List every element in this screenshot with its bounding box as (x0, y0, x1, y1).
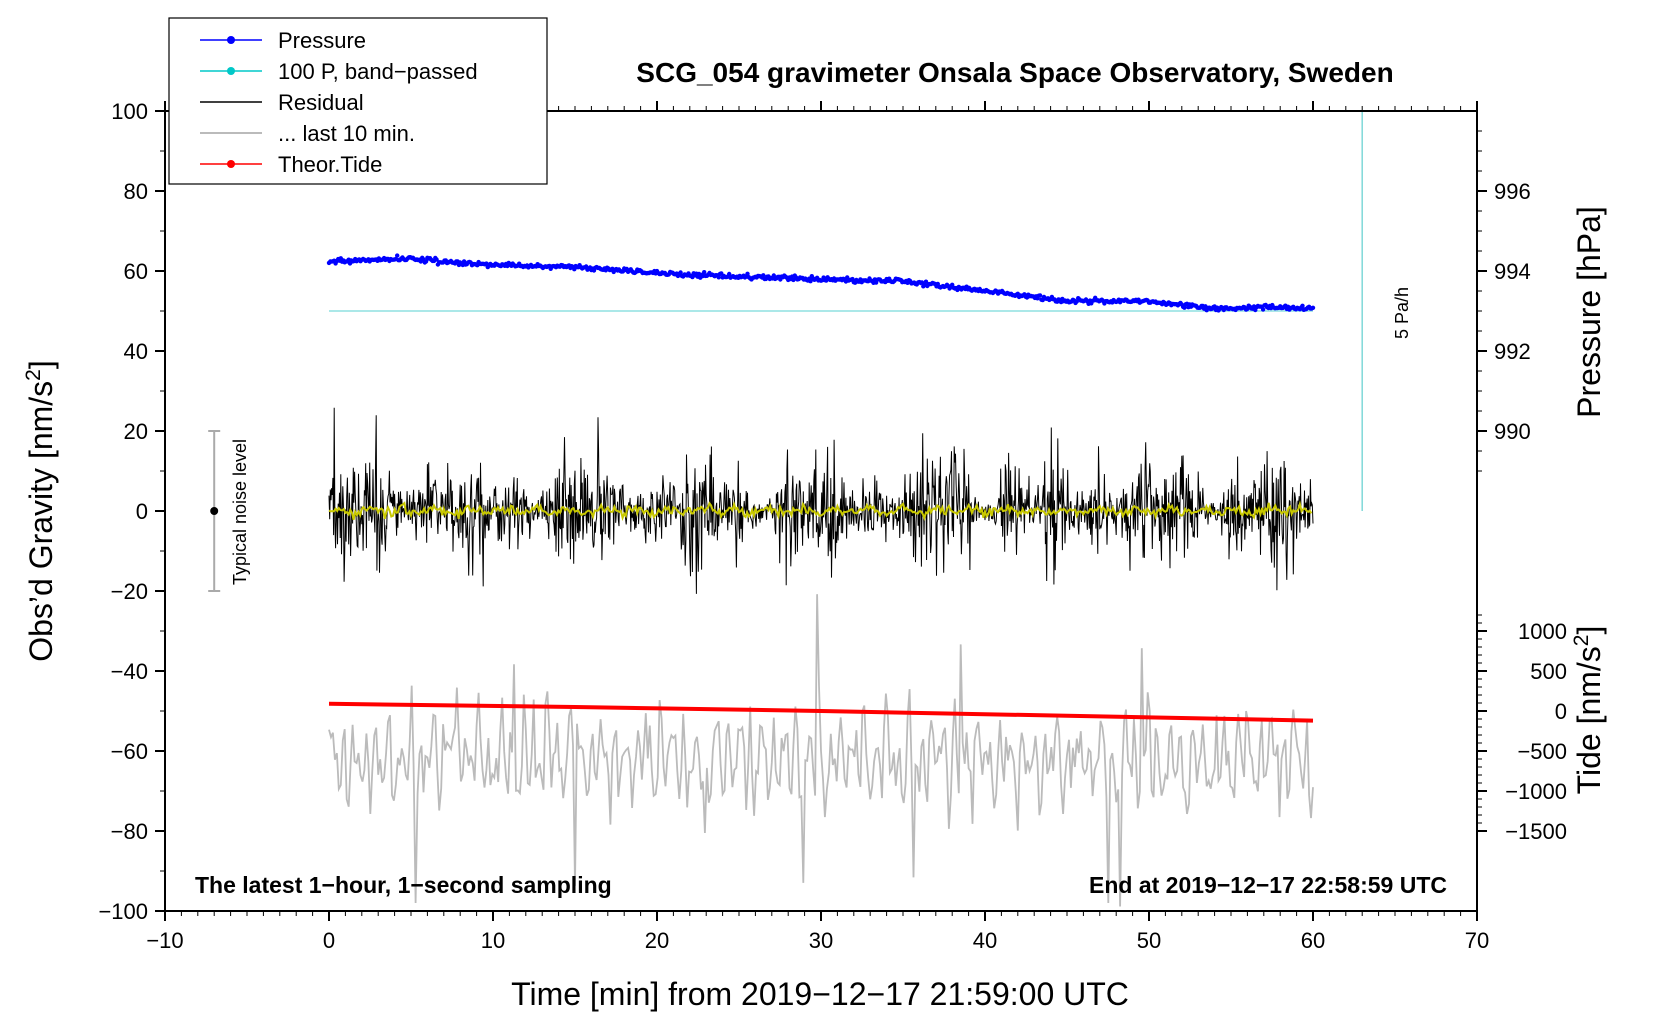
pressure-point (716, 275, 721, 280)
pressure-point (1310, 305, 1316, 310)
y-axis-title-left-main: Obs’d Gravity [nm/s (23, 381, 59, 662)
y-axis-title-left: Obs’d Gravity [nm/s2] (22, 360, 59, 662)
y-axis-title-tide-sup: 2 (1570, 635, 1593, 647)
legend-swatch-dot (227, 36, 235, 44)
tide-tick-label: −1000 (1505, 779, 1567, 804)
pressure-point (1037, 293, 1043, 298)
legend-swatch-dot (227, 67, 235, 75)
series-last-10-min-line (328, 594, 1314, 907)
y-tick-label: −100 (98, 899, 148, 924)
series-residual-line (328, 407, 1314, 594)
pressure-point (434, 257, 439, 262)
series-theor-tide-line (328, 701, 1314, 723)
series-residual-smoothed-line (328, 500, 1313, 522)
pressure-point (423, 259, 429, 264)
tide-tick-label: 0 (1555, 699, 1567, 724)
noise-bar-center-dot (210, 507, 219, 515)
x-axis-title: Time [min] from 2019−12−17 21:59:00 UTC (511, 976, 1129, 1012)
tide-tick-label: −500 (1517, 739, 1567, 764)
legend-label: Pressure (278, 28, 366, 53)
rate-scale-label: 5 Pa/h (1392, 287, 1412, 339)
pressure-point (808, 279, 813, 284)
x-tick-label: 30 (809, 928, 833, 953)
pressure-tick-label: 990 (1494, 419, 1531, 444)
y-tick-label: 80 (124, 179, 148, 204)
x-tick-label: 60 (1301, 928, 1325, 953)
pressure-point (761, 273, 766, 278)
legend-label: ... last 10 min. (278, 121, 415, 146)
y-tick-label: 20 (124, 419, 148, 444)
y-tick-label: 100 (111, 99, 148, 124)
pressure-tick-label: 996 (1494, 179, 1531, 204)
x-tick-label: 40 (973, 928, 997, 953)
pressure-point (1182, 305, 1187, 310)
y-tick-label: −80 (111, 819, 148, 844)
y-axis-title-left-end: ] (23, 360, 59, 369)
pressure-point (1300, 303, 1305, 308)
note-sampling: The latest 1−hour, 1−second sampling (195, 872, 612, 898)
y-tick-label: −40 (111, 659, 148, 684)
pressure-tick-label: 994 (1494, 259, 1531, 284)
chart-title: SCG_054 gravimeter Onsala Space Observat… (636, 57, 1393, 88)
tide-tick-label: 1000 (1518, 619, 1567, 644)
pressure-point (1260, 307, 1266, 312)
y-axis-title-left-sup: 2 (22, 369, 45, 381)
note-end-time: End at 2019−12−17 22:58:59 UTC (1089, 872, 1447, 898)
legend-label: 100 P, band−passed (278, 59, 478, 84)
pressure-point (702, 270, 707, 275)
y-tick-label: 60 (124, 259, 148, 284)
y-axis-title-tide-end: ] (1571, 626, 1607, 635)
pressure-point (745, 271, 750, 276)
legend-label: Theor.Tide (278, 152, 382, 177)
x-tick-label: 10 (481, 928, 505, 953)
y-axis-title-tide: Tide [nm/s2] (1570, 626, 1607, 795)
tide-tick-label: 500 (1530, 659, 1567, 684)
legend-label: Residual (278, 90, 364, 115)
y-axis-title-pressure: Pressure [hPa] (1571, 206, 1607, 418)
x-tick-label: 0 (323, 928, 335, 953)
x-tick-label: 20 (645, 928, 669, 953)
legend: Pressure 100 P, band−passed Residual ... la… (168, 17, 548, 185)
y-tick-label: −60 (111, 739, 148, 764)
y-axis-title-tide-main: Tide [nm/s (1571, 646, 1607, 794)
pressure-point (771, 273, 776, 278)
pressure-point (678, 270, 683, 275)
y-tick-label: −20 (111, 579, 148, 604)
noise-level-label: Typical noise level (230, 439, 250, 585)
legend-swatch-dot (227, 160, 235, 168)
series-pressure (326, 253, 1316, 313)
y-tick-label: 0 (136, 499, 148, 524)
series-layer (208, 111, 1363, 907)
tide-tick-label: −1500 (1505, 819, 1567, 844)
y-tick-label: 40 (124, 339, 148, 364)
x-tick-label: 70 (1465, 928, 1489, 953)
legend-box (168, 17, 548, 185)
x-tick-label: −10 (146, 928, 183, 953)
x-tick-label: 50 (1137, 928, 1161, 953)
pressure-tick-label: 992 (1494, 339, 1531, 364)
pressure-point (395, 253, 400, 258)
